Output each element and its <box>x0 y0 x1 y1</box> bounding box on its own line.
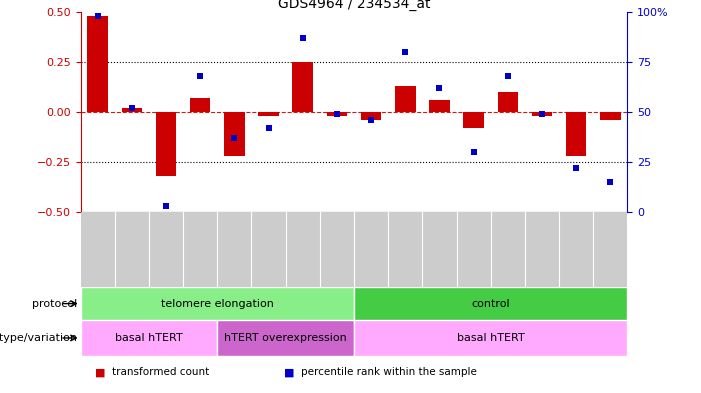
Bar <box>429 100 450 112</box>
Bar <box>81 287 354 320</box>
Text: telomere elongation: telomere elongation <box>161 299 274 309</box>
Bar <box>600 112 620 120</box>
Bar <box>88 16 108 112</box>
Bar <box>566 112 586 156</box>
Bar <box>463 112 484 128</box>
Text: percentile rank within the sample: percentile rank within the sample <box>301 367 477 377</box>
Bar <box>81 320 217 356</box>
Bar <box>361 112 381 120</box>
Bar <box>217 320 354 356</box>
Text: genotype/variation: genotype/variation <box>0 333 77 343</box>
Bar <box>190 98 210 112</box>
Bar <box>292 62 313 112</box>
Text: transformed count: transformed count <box>112 367 210 377</box>
Bar <box>395 86 416 112</box>
Bar <box>327 112 347 116</box>
Bar <box>122 108 142 112</box>
Text: basal hTERT: basal hTERT <box>115 333 183 343</box>
Bar <box>354 320 627 356</box>
Bar <box>224 112 245 156</box>
Text: hTERT overexpression: hTERT overexpression <box>224 333 347 343</box>
Bar <box>354 287 627 320</box>
Bar <box>531 112 552 116</box>
Bar <box>498 92 518 112</box>
Text: basal hTERT: basal hTERT <box>457 333 524 343</box>
Bar <box>258 112 279 116</box>
Text: control: control <box>471 299 510 309</box>
Title: GDS4964 / 234534_at: GDS4964 / 234534_at <box>278 0 430 11</box>
Bar <box>156 112 176 176</box>
Text: ■: ■ <box>284 367 294 377</box>
Text: ■: ■ <box>95 367 105 377</box>
Text: protocol: protocol <box>32 299 77 309</box>
